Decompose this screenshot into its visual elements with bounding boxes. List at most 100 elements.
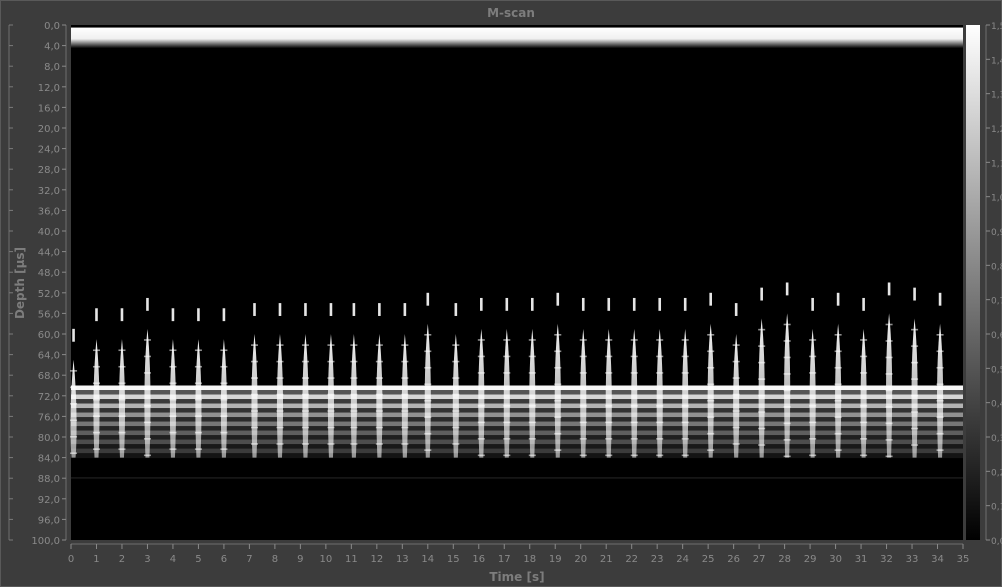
- x-tick-label: 22: [625, 554, 638, 565]
- pulse-mark: [452, 303, 460, 458]
- colorbar-tick-label: 0,9: [991, 228, 1002, 238]
- x-tick-label: 16: [472, 554, 485, 565]
- pulse-mark: [528, 297, 536, 458]
- pulse-mark: [681, 297, 689, 458]
- y-tick-label: 28,0: [38, 165, 60, 176]
- colorbar-tick-label: 1,4: [991, 56, 1002, 66]
- pulse-mark: [276, 303, 284, 458]
- y-tick-label: 36,0: [38, 206, 60, 217]
- colorbar-tick-label: 0,2: [991, 468, 1002, 478]
- colorbar-tick-label: 0,6: [991, 331, 1002, 341]
- y-tick-label: 12,0: [38, 83, 60, 94]
- x-tick-label: 11: [345, 554, 358, 565]
- x-tick-label: 7: [246, 554, 252, 565]
- y-tick-label: 44,0: [38, 248, 60, 259]
- x-tick-label: 9: [297, 554, 303, 565]
- x-tick-label: 1: [93, 554, 99, 565]
- pulse-mark: [554, 292, 562, 458]
- pulse-mark: [477, 297, 485, 458]
- y-tick-label: 8,0: [44, 62, 60, 73]
- colorbar-tick-label: 0,1: [991, 503, 1002, 513]
- echo-layer-stripe: [71, 399, 963, 405]
- left-secondary-axis-ticks: [9, 24, 13, 541]
- plot-area: [71, 25, 963, 540]
- pulse-mark: [860, 297, 868, 458]
- colorbar-ticks: 1,5 1,4 1,3 1,2 1,1 1,0 0,9 0,8 0,7 0,6 0,5 0,4 0,3 0…: [986, 22, 1002, 547]
- x-tick-label: 35: [957, 554, 970, 565]
- y-tick-label: 20,0: [38, 124, 60, 135]
- y-tick-label: 84,0: [38, 454, 60, 465]
- pulse-mark: [375, 303, 383, 458]
- y-tick-label: 60,0: [38, 330, 60, 341]
- pulse-mark: [118, 308, 126, 458]
- echo-layer-stripe: [71, 394, 963, 400]
- x-tick-label: 4: [170, 554, 176, 565]
- colorbar: [966, 25, 980, 540]
- colorbar-tick-label: 1,1: [991, 159, 1002, 169]
- x-tick-label: 10: [319, 554, 332, 565]
- x-tick-label: 15: [447, 554, 460, 565]
- x-tick-label: 24: [676, 554, 689, 565]
- echo-layer-stripe: [71, 417, 963, 423]
- y-tick-label: 88,0: [38, 474, 60, 485]
- echo-layer-stripe: [71, 390, 963, 396]
- pulse-mark: [936, 292, 944, 458]
- intensity-map: [70, 27, 963, 479]
- pulse-mark: [92, 308, 100, 458]
- x-tick-label: 23: [651, 554, 664, 565]
- echo-layer-stripe: [71, 385, 963, 391]
- pulse-mark: [169, 308, 177, 458]
- x-tick-label: 33: [906, 554, 919, 565]
- colorbar-tick-label: 1,3: [991, 91, 1002, 101]
- x-tick-label: 27: [753, 554, 766, 565]
- pulse-mark: [605, 297, 613, 458]
- pulse-mark: [250, 303, 258, 458]
- pulse-mark: [350, 303, 358, 458]
- pulse-mark: [809, 297, 817, 458]
- pulse-mark: [656, 297, 664, 458]
- y-tick-label: 32,0: [38, 186, 60, 197]
- colorbar-tick-label: 1,2: [991, 125, 1002, 135]
- x-tick-label: 18: [523, 554, 536, 565]
- echo-layer-stripe: [71, 403, 963, 409]
- x-tick-label: 12: [370, 554, 383, 565]
- y-tick-label: 96,0: [38, 515, 60, 526]
- y-tick-label: 48,0: [38, 268, 60, 279]
- y-tick-label: 72,0: [38, 392, 60, 403]
- pulse-mark: [783, 282, 791, 458]
- surface-band: [71, 27, 963, 49]
- x-axis-title: Time [s]: [489, 570, 544, 584]
- colorbar-tick-label: 1,5: [991, 22, 1002, 32]
- echo-layer-stripe: [71, 421, 963, 427]
- x-tick-label: 20: [574, 554, 587, 565]
- pulse-mark: [301, 303, 309, 458]
- x-tick-label: 25: [702, 554, 715, 565]
- x-tick-label: 17: [498, 554, 511, 565]
- x-tick-label: 32: [880, 554, 893, 565]
- pulse-mark: [220, 308, 228, 458]
- pulse-mark: [707, 292, 715, 458]
- x-tick-label: 6: [221, 554, 227, 565]
- x-tick-label: 21: [600, 554, 613, 565]
- echo-layer-stripe: [71, 453, 963, 459]
- pulse-mark: [911, 287, 919, 458]
- x-tick-label: 8: [272, 554, 278, 565]
- y-tick-label: 100,0: [31, 536, 60, 547]
- y-tick-label: 4,0: [44, 42, 60, 53]
- pulse-mark: [143, 297, 151, 458]
- echo-layer-stripe: [71, 412, 963, 418]
- y-axis-ticks: 0,0 4,0 8,0 12,0 16,0 20,0 24,0 28,0 32,0 36,0 40,…: [31, 21, 66, 547]
- y-tick-label: 16,0: [38, 103, 60, 114]
- y-tick-label: 52,0: [38, 289, 60, 300]
- colorbar-tick-label: 0,3: [991, 434, 1002, 444]
- echo-layer-stripe: [71, 448, 963, 454]
- echo-layer-stripe: [71, 435, 963, 441]
- pulse-mark: [424, 292, 432, 458]
- x-tick-label: 28: [778, 554, 791, 565]
- x-tick-label: 13: [396, 554, 409, 565]
- x-tick-label: 0: [68, 554, 74, 565]
- pulse-mark: [732, 303, 740, 458]
- echo-layer-stripe: [71, 439, 963, 445]
- colorbar-tick-label: 0,4: [991, 400, 1002, 410]
